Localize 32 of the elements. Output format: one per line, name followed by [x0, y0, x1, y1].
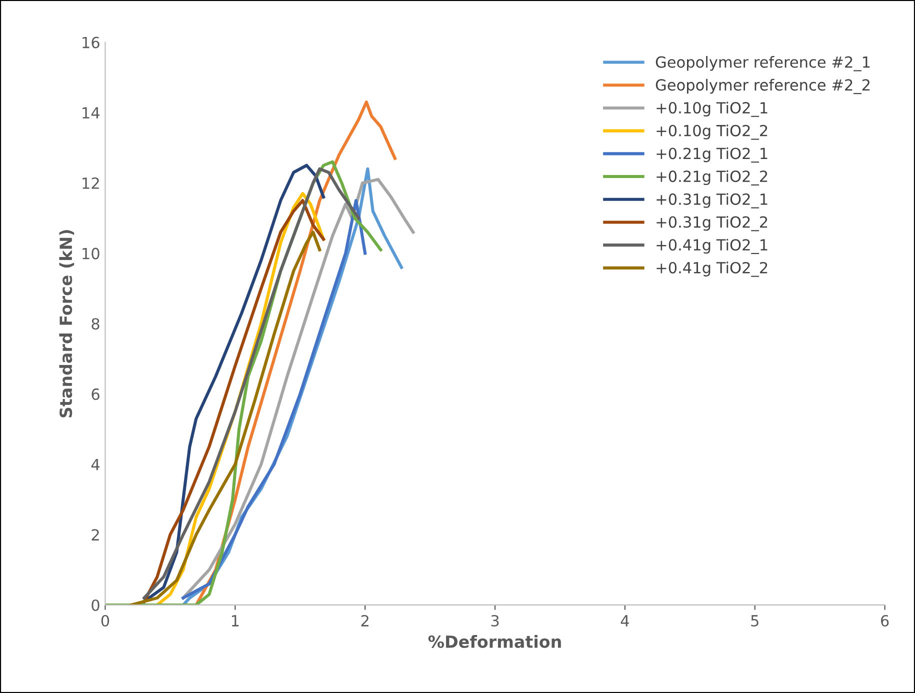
- x-tick-label: 3: [491, 614, 499, 627]
- legend-label: +0.41g TiO2_2: [656, 262, 768, 277]
- legend-label: +0.31g TiO2_2: [656, 216, 768, 232]
- y-tick-label: 16: [82, 36, 100, 48]
- legend-label: +0.10g TiO2_2: [656, 124, 768, 140]
- y-tick-label: 10: [82, 248, 100, 260]
- line-series: [130, 230, 322, 605]
- y-tick-label: 6: [92, 388, 100, 400]
- y-tick-label: 0: [92, 599, 100, 612]
- y-tick-label: 14: [82, 107, 100, 118]
- y-tick-label: 12: [82, 177, 99, 189]
- x-tick-label: 4: [620, 615, 629, 626]
- legend-label: +0.21g TiO2_1: [656, 147, 768, 163]
- x-tick-label: 5: [751, 615, 758, 627]
- legend-label: Geopolymer reference #2_2: [656, 78, 870, 94]
- line-series: [182, 178, 415, 600]
- legend-label: +0.31g TiO2_1: [656, 193, 768, 208]
- y-tick-label: 8: [92, 318, 100, 330]
- x-tick-label: 6: [881, 614, 889, 627]
- x-tick-label: 0: [101, 614, 110, 627]
- legend-label: Geopolymer reference #2_1: [656, 56, 870, 72]
- x-axis-title: %Deformation: [428, 635, 561, 648]
- y-tick-label: 2: [92, 529, 99, 540]
- y-axis-title: Standard Force (kN): [59, 230, 74, 418]
- line-series: [142, 167, 360, 600]
- legend-label: +0.41g TiO2_1: [656, 238, 768, 254]
- y-tick-label: 4: [91, 458, 100, 470]
- x-tick-label: 1: [232, 615, 239, 626]
- legend-label: +0.21g TiO2_2: [656, 170, 768, 186]
- line-series: [182, 199, 367, 600]
- legend-label: +0.10g TiO2_1: [656, 102, 768, 117]
- x-tick-label: 2: [361, 614, 368, 626]
